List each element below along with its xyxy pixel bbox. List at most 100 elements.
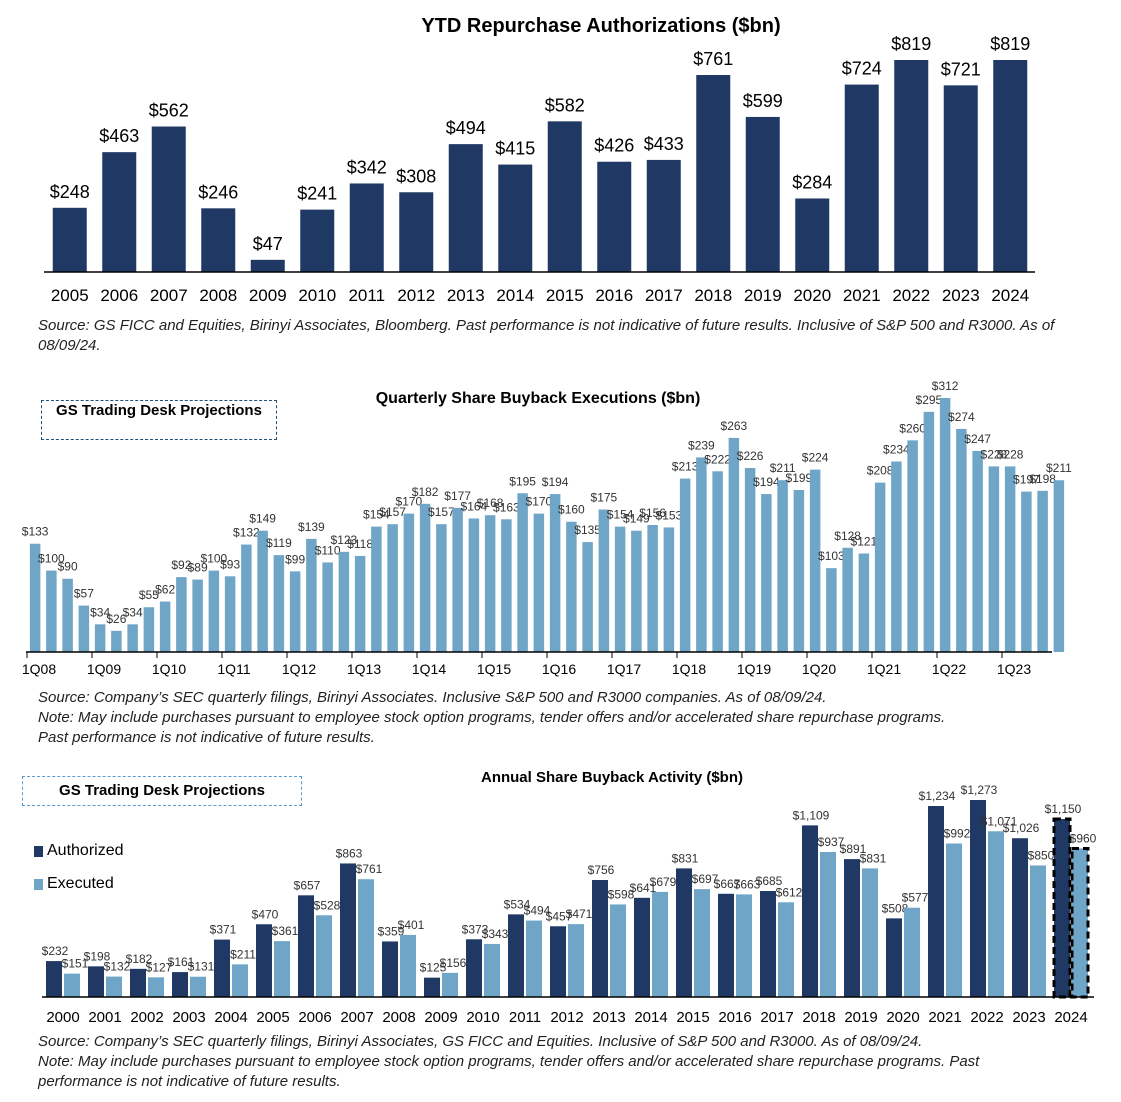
chart2-bar <box>501 519 512 652</box>
chart3-source: Source: Company’s SEC quarterly filings,… <box>38 1032 1113 1092</box>
chart1-value-label: $248 <box>50 182 90 202</box>
chart3-bar-executed-2024 <box>1070 846 1090 999</box>
chart3-authorized-label: $657 <box>294 878 321 892</box>
chart3-executed-label: $598 <box>608 887 635 901</box>
chart1-bar-2019 <box>745 116 780 272</box>
chart2-bar <box>111 630 122 652</box>
chart2-bar <box>1004 466 1016 652</box>
chart1-value-label: $721 <box>941 59 981 79</box>
chart3-executed-label: $156 <box>440 956 467 970</box>
chart2-value-label: $194 <box>542 475 569 489</box>
chart1-x-tick: 2018 <box>694 286 732 305</box>
chart2-bar <box>858 553 870 652</box>
chart1-x-tick: 2022 <box>892 286 930 305</box>
chart3-bar-executed-2005 <box>274 941 290 997</box>
chart1-value-label: $308 <box>396 166 436 186</box>
chart2-bar <box>78 605 90 652</box>
chart3-x-tick: 2022 <box>970 1009 1003 1026</box>
legend-authorized-swatch <box>34 845 43 857</box>
chart2-source-line-1: Source: Company’s SEC quarterly filings,… <box>38 689 827 706</box>
chart2-value-label: $175 <box>591 491 618 505</box>
chart1-x-tick: 2010 <box>298 286 336 305</box>
chart3-executed-label: $361 <box>272 924 299 938</box>
chart1-bar-2023 <box>943 85 978 272</box>
chart3-authorized-label: $508 <box>882 901 909 915</box>
chart2-bar <box>371 526 382 652</box>
chart3-executed-label: $528 <box>314 898 341 912</box>
legend-executed-label: Executed <box>47 875 114 892</box>
chart1-x-tick: 2015 <box>546 286 584 305</box>
chart2-value-label: $164 <box>461 499 488 513</box>
chart2-bar <box>1053 480 1065 652</box>
chart2-value-label: $198 <box>1029 472 1056 486</box>
chart2-bar <box>127 624 138 652</box>
chart2-value-label: $157 <box>379 505 406 519</box>
chart2-value-label: $110 <box>315 543 341 557</box>
chart2-bar <box>94 624 106 652</box>
chart3-authorized-label: $198 <box>84 949 111 963</box>
chart2-value-label: $93 <box>220 557 240 571</box>
chart1-title: YTD Repurchase Authorizations ($bn) <box>421 15 780 37</box>
chart2-value-label: $149 <box>623 512 650 526</box>
chart2-value-label: $195 <box>509 474 536 488</box>
chart2-value-label: $199 <box>786 471 813 485</box>
chart1-value-label: $241 <box>297 184 337 204</box>
chart2-value-label: $194 <box>753 475 780 489</box>
chart1-x-tick: 2019 <box>744 286 782 305</box>
chart3-source-line-3: performance is not indicative of future … <box>38 1073 341 1090</box>
chart3-authorized-label: $831 <box>672 851 699 865</box>
chart2-bar <box>306 538 317 652</box>
legend-authorized-label: Authorized <box>47 842 124 859</box>
chart2-value-label: $103 <box>818 549 845 563</box>
chart2-bar <box>988 466 1000 652</box>
chart3-authorized-label: $863 <box>336 846 363 860</box>
chart1-value-label: $342 <box>347 157 387 177</box>
chart2-value-label: $139 <box>298 520 325 534</box>
chart3-x-tick: 2007 <box>340 1009 373 1026</box>
chart3-authorized-label: $756 <box>588 863 615 877</box>
chart2-value-label: $123 <box>331 533 358 547</box>
chart3-bar-executed-2012 <box>568 924 584 997</box>
chart2-value-label: $239 <box>688 438 715 452</box>
chart2-bar <box>761 494 772 652</box>
legend-executed-swatch <box>34 878 43 890</box>
chart1-value-label: $415 <box>495 139 535 159</box>
chart3-authorized-label: $125 <box>420 961 447 975</box>
chart3-bar-authorized-2013 <box>592 880 608 997</box>
chart3-bar-authorized-2024 <box>1052 817 1072 999</box>
chart3-executed-label: $937 <box>818 835 845 849</box>
chart3-bar-executed-2016 <box>736 894 752 997</box>
chart2-bar <box>793 489 805 652</box>
chart2-bar <box>273 555 285 652</box>
chart1-bar-2008 <box>201 208 236 272</box>
chart3-authorized-label: $891 <box>840 842 867 856</box>
chart3-authorized-label: $1,150 <box>1045 802 1082 816</box>
chart1-value-label: $724 <box>842 59 882 79</box>
chart1-value-label: $426 <box>594 136 634 156</box>
chart2-bar <box>62 578 73 652</box>
chart2-value-label: $157 <box>428 505 455 519</box>
chart2-source-line-3: Past performance is not indicative of fu… <box>38 729 375 746</box>
chart2-bar <box>436 524 447 652</box>
chart2-bar <box>257 530 268 652</box>
chart3-bar-executed-2014 <box>652 891 668 997</box>
chart2-bar <box>874 482 886 652</box>
chart3-x-tick: 2011 <box>509 1009 541 1026</box>
chart2-bar <box>1021 491 1032 652</box>
chart2-value-label: $224 <box>802 451 829 465</box>
chart3-bar-executed-2017 <box>778 902 794 997</box>
chart2-value-label: $226 <box>737 449 764 463</box>
chart3-authorized-label: $685 <box>756 874 783 888</box>
chart3-bar-executed-2000 <box>64 973 80 997</box>
chart1-x-tick: 2008 <box>199 286 237 305</box>
chart1-bar-2011 <box>349 183 384 272</box>
chart3-bar-authorized-2009 <box>424 977 440 997</box>
chart2-bar <box>322 562 333 652</box>
chart3-authorized-label: $371 <box>210 923 237 937</box>
chart3-executed-label: $960 <box>1070 831 1097 845</box>
chart2-value-label: $135 <box>574 523 601 537</box>
chart2-bar <box>728 437 740 652</box>
chart3-x-tick: 2013 <box>592 1009 625 1026</box>
chart2-bar <box>387 524 398 652</box>
chart3-authorized-label: $641 <box>630 881 657 895</box>
